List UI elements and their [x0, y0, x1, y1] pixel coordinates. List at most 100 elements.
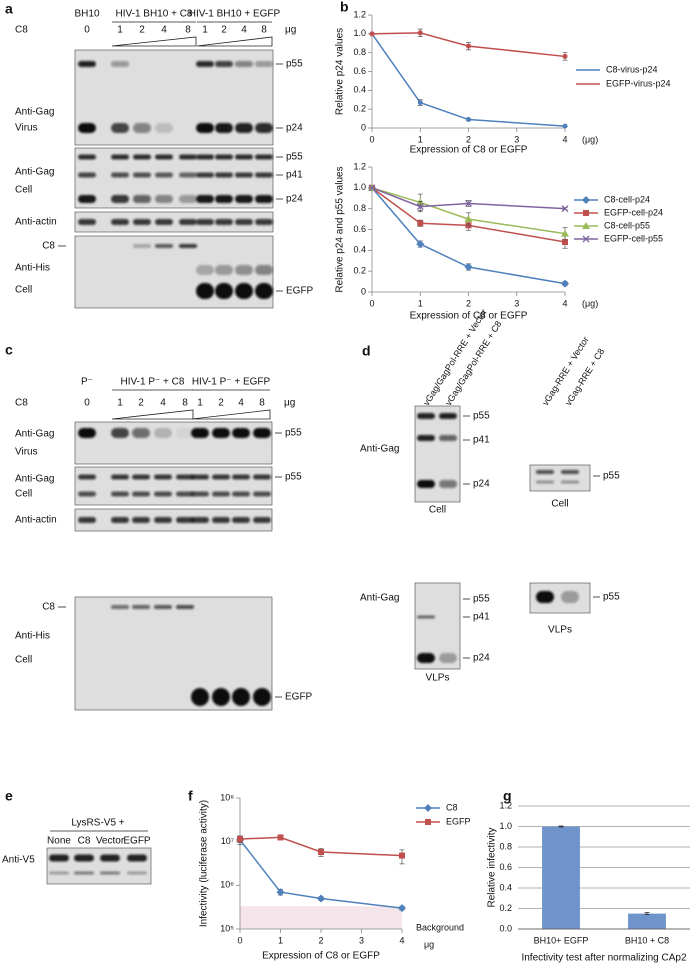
band [111, 491, 129, 497]
point [583, 210, 589, 216]
row-label: C8 [15, 398, 28, 409]
band [196, 154, 214, 160]
band [133, 195, 151, 203]
x-tick-label: 2 [466, 134, 471, 144]
band [78, 61, 96, 67]
band [111, 61, 129, 67]
panel-letter: d [362, 343, 371, 359]
blot [529, 464, 591, 492]
dose-label: 0 [84, 398, 90, 409]
point [425, 819, 431, 825]
point [561, 279, 569, 288]
point [276, 888, 285, 897]
band [74, 854, 94, 862]
point [237, 836, 243, 843]
blot-label: Anti-V5 [2, 855, 35, 866]
y-tick-label: 0.6 [499, 862, 512, 872]
band [255, 219, 273, 225]
lane-header: P⁻ [81, 377, 93, 388]
x-tick-label: 2 [318, 935, 323, 945]
band [127, 854, 147, 862]
point [582, 196, 590, 204]
band [215, 61, 233, 67]
marker-label: C8 [42, 241, 55, 252]
blot-label: Cell [15, 185, 32, 196]
band [232, 428, 250, 438]
legend-label: EGFP-virus-p24 [606, 78, 671, 88]
band [255, 172, 273, 178]
dose-wedge [111, 36, 197, 47]
lane-header: HIV-1 P⁻ + EGFP [192, 377, 271, 388]
y-tick-label: 1.2 [499, 800, 512, 810]
blot-label: Anti-His [15, 263, 50, 274]
y-tick-label: 1.2 [353, 9, 366, 19]
x-unit: (μg) [582, 298, 598, 308]
y-tick-label: 0.2 [353, 266, 366, 276]
marker-label: p24 [473, 653, 490, 664]
band [74, 871, 94, 875]
point [582, 222, 590, 229]
dose-label: 2 [218, 398, 224, 409]
y-tick-label: 10⁷ [221, 836, 234, 846]
series-line [371, 32, 566, 58]
dose-label: 4 [238, 398, 244, 409]
panel-letter: f [188, 788, 193, 804]
band [154, 605, 172, 609]
point [424, 804, 432, 812]
point [562, 123, 568, 129]
y-tick-label: 1.0 [353, 182, 366, 192]
x-tick-label: 1 [418, 134, 423, 144]
blot-label: Anti-Gag [15, 167, 54, 178]
marker-label: p55 [285, 472, 302, 483]
x-unit: μg [424, 939, 434, 949]
band [196, 283, 214, 299]
x-tick-label: 3 [359, 935, 364, 945]
legend-label: EGFP [446, 816, 471, 826]
band [417, 653, 435, 663]
band [235, 123, 253, 133]
dose-label: 2 [139, 25, 145, 36]
dose-label: 0 [84, 25, 90, 36]
series-line [371, 33, 566, 127]
band [191, 491, 209, 497]
band [232, 491, 250, 497]
band [212, 491, 230, 497]
x-tick-label: 1 [278, 935, 283, 945]
band [417, 435, 435, 441]
band [191, 517, 209, 523]
y-tick-label: 1.2 [353, 161, 366, 171]
blot-label: Cell [15, 285, 32, 296]
dose-label: 8 [182, 398, 188, 409]
x-axis-label: Expression of C8 or EGFP [262, 951, 380, 962]
error-bar [644, 912, 650, 916]
lane-header: BH10 [74, 9, 99, 20]
band [255, 283, 273, 299]
blot-caption: VLPs [426, 673, 450, 684]
legend-label: C8-cell-p24 [604, 194, 650, 204]
band [232, 517, 250, 523]
band [132, 517, 150, 523]
band [111, 428, 129, 438]
band [111, 195, 129, 203]
blot [74, 466, 273, 506]
blot-label: Anti-Gag [360, 593, 399, 604]
dose-label: 1 [117, 25, 123, 36]
x-tick-label: 1 [418, 298, 423, 308]
legend-label: C8-virus-p24 [606, 64, 658, 74]
band [561, 480, 579, 484]
band [132, 491, 150, 497]
band [111, 517, 129, 523]
lane-header: HIV-1 BH10 + C8 [116, 9, 193, 20]
band [111, 219, 129, 225]
y-tick-label: 0.6 [353, 224, 366, 234]
lane-label: C8 [78, 836, 91, 847]
band [155, 154, 173, 160]
point [464, 215, 473, 223]
blot-caption: Cell [429, 505, 446, 516]
x-unit: (μg) [582, 134, 598, 144]
lane-header: LysRS-V5 + [71, 818, 124, 829]
band [215, 123, 233, 133]
lane-header: HIV-1 BH10 + EGFP [189, 9, 281, 20]
band [111, 123, 129, 133]
blot [74, 508, 273, 532]
